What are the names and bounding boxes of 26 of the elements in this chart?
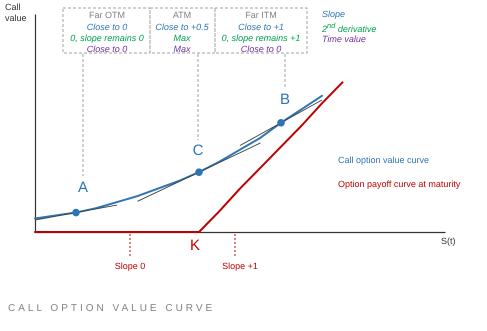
text: CALL OPTION VALUE CURVE <box>8 303 216 314</box>
text: Close to 0 <box>86 44 128 54</box>
text: Slope 0 <box>114 261 146 271</box>
text: Call value <box>5 2 28 24</box>
text: 0, slope remains +1 <box>222 33 300 43</box>
text: ATM <box>172 10 192 20</box>
text: 2$^{nd}$ derivative <box>322 21 376 34</box>
annotation: A <box>78 179 88 196</box>
text: Close to +0.5 <box>155 22 209 32</box>
text: 0, slope remains 0 <box>70 33 144 43</box>
text: K <box>190 237 200 254</box>
text: Call option value curve <box>338 155 430 165</box>
text: Close to 0 <box>240 44 282 54</box>
annotation: C <box>192 142 204 159</box>
text: Close to +1 <box>238 22 284 32</box>
text: Slope +1 <box>222 261 258 271</box>
text: Far OTM <box>89 10 125 20</box>
text: Far ITM <box>245 10 277 20</box>
text: Close to 0 <box>86 22 128 32</box>
annotation: B <box>280 91 290 108</box>
text: Max <box>173 44 191 54</box>
text: Time value <box>322 34 366 44</box>
x-axis-title: S(t) <box>441 236 456 246</box>
text: Slope <box>322 9 346 19</box>
text: Option payoff curve at maturity <box>338 179 460 189</box>
text: Max <box>173 33 191 43</box>
